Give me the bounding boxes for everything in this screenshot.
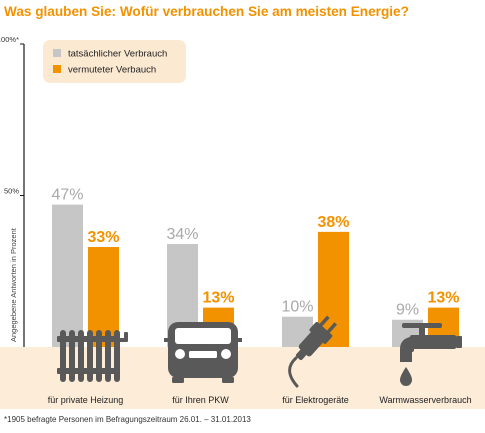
bar-value-label: 34% <box>166 226 198 243</box>
car-icon <box>164 322 242 383</box>
y-axis-label: Angegebene Antworten in Prozent <box>9 227 18 342</box>
legend-swatch-estimated <box>53 65 61 73</box>
category-label: für Elektrogeräte <box>282 395 349 405</box>
bar-value-label: 13% <box>427 290 459 307</box>
category-labels: für private Heizung für Ihren PKW für Elek… <box>48 395 472 405</box>
category-icons <box>57 315 462 388</box>
power-plug-icon <box>288 315 338 388</box>
radiator-icon <box>57 330 128 382</box>
value-labels: 47% 33% 34% 13% 10% 38% 9% 13% <box>51 187 459 319</box>
legend-swatch-actual <box>53 49 61 57</box>
category-label: für private Heizung <box>48 395 124 405</box>
bar-value-label: 33% <box>87 229 119 246</box>
bar-value-label: 10% <box>281 299 313 316</box>
bar-value-label: 9% <box>396 302 419 319</box>
y-axis-ticks: 50% 100%* <box>0 35 24 196</box>
water-tap-icon <box>400 323 462 386</box>
bar-marks <box>52 204 459 347</box>
bar-estimated <box>88 247 119 347</box>
y-tick-label: 50% <box>4 187 19 196</box>
legend: tatsächlicher Verbrauch vermuteter Verba… <box>43 40 186 83</box>
legend-label-actual: tatsächlicher Verbrauch <box>68 49 167 60</box>
bar-value-label: 38% <box>317 214 349 231</box>
category-label: für Ihren PKW <box>172 395 229 405</box>
category-label: Warmwasserverbrauch <box>379 395 471 405</box>
legend-box <box>43 40 186 83</box>
footnote: *1905 befragte Personen im Befragungszei… <box>4 415 251 424</box>
bar-actual <box>52 204 83 347</box>
bar-value-label: 47% <box>51 187 83 204</box>
legend-label-estimated: vermuteter Verbauch <box>68 65 156 76</box>
y-tick-label: 100%* <box>0 35 19 44</box>
chart-title: Was glauben Sie: Wofür verbrauchen Sie a… <box>4 4 409 19</box>
bar-value-label: 13% <box>202 290 234 307</box>
